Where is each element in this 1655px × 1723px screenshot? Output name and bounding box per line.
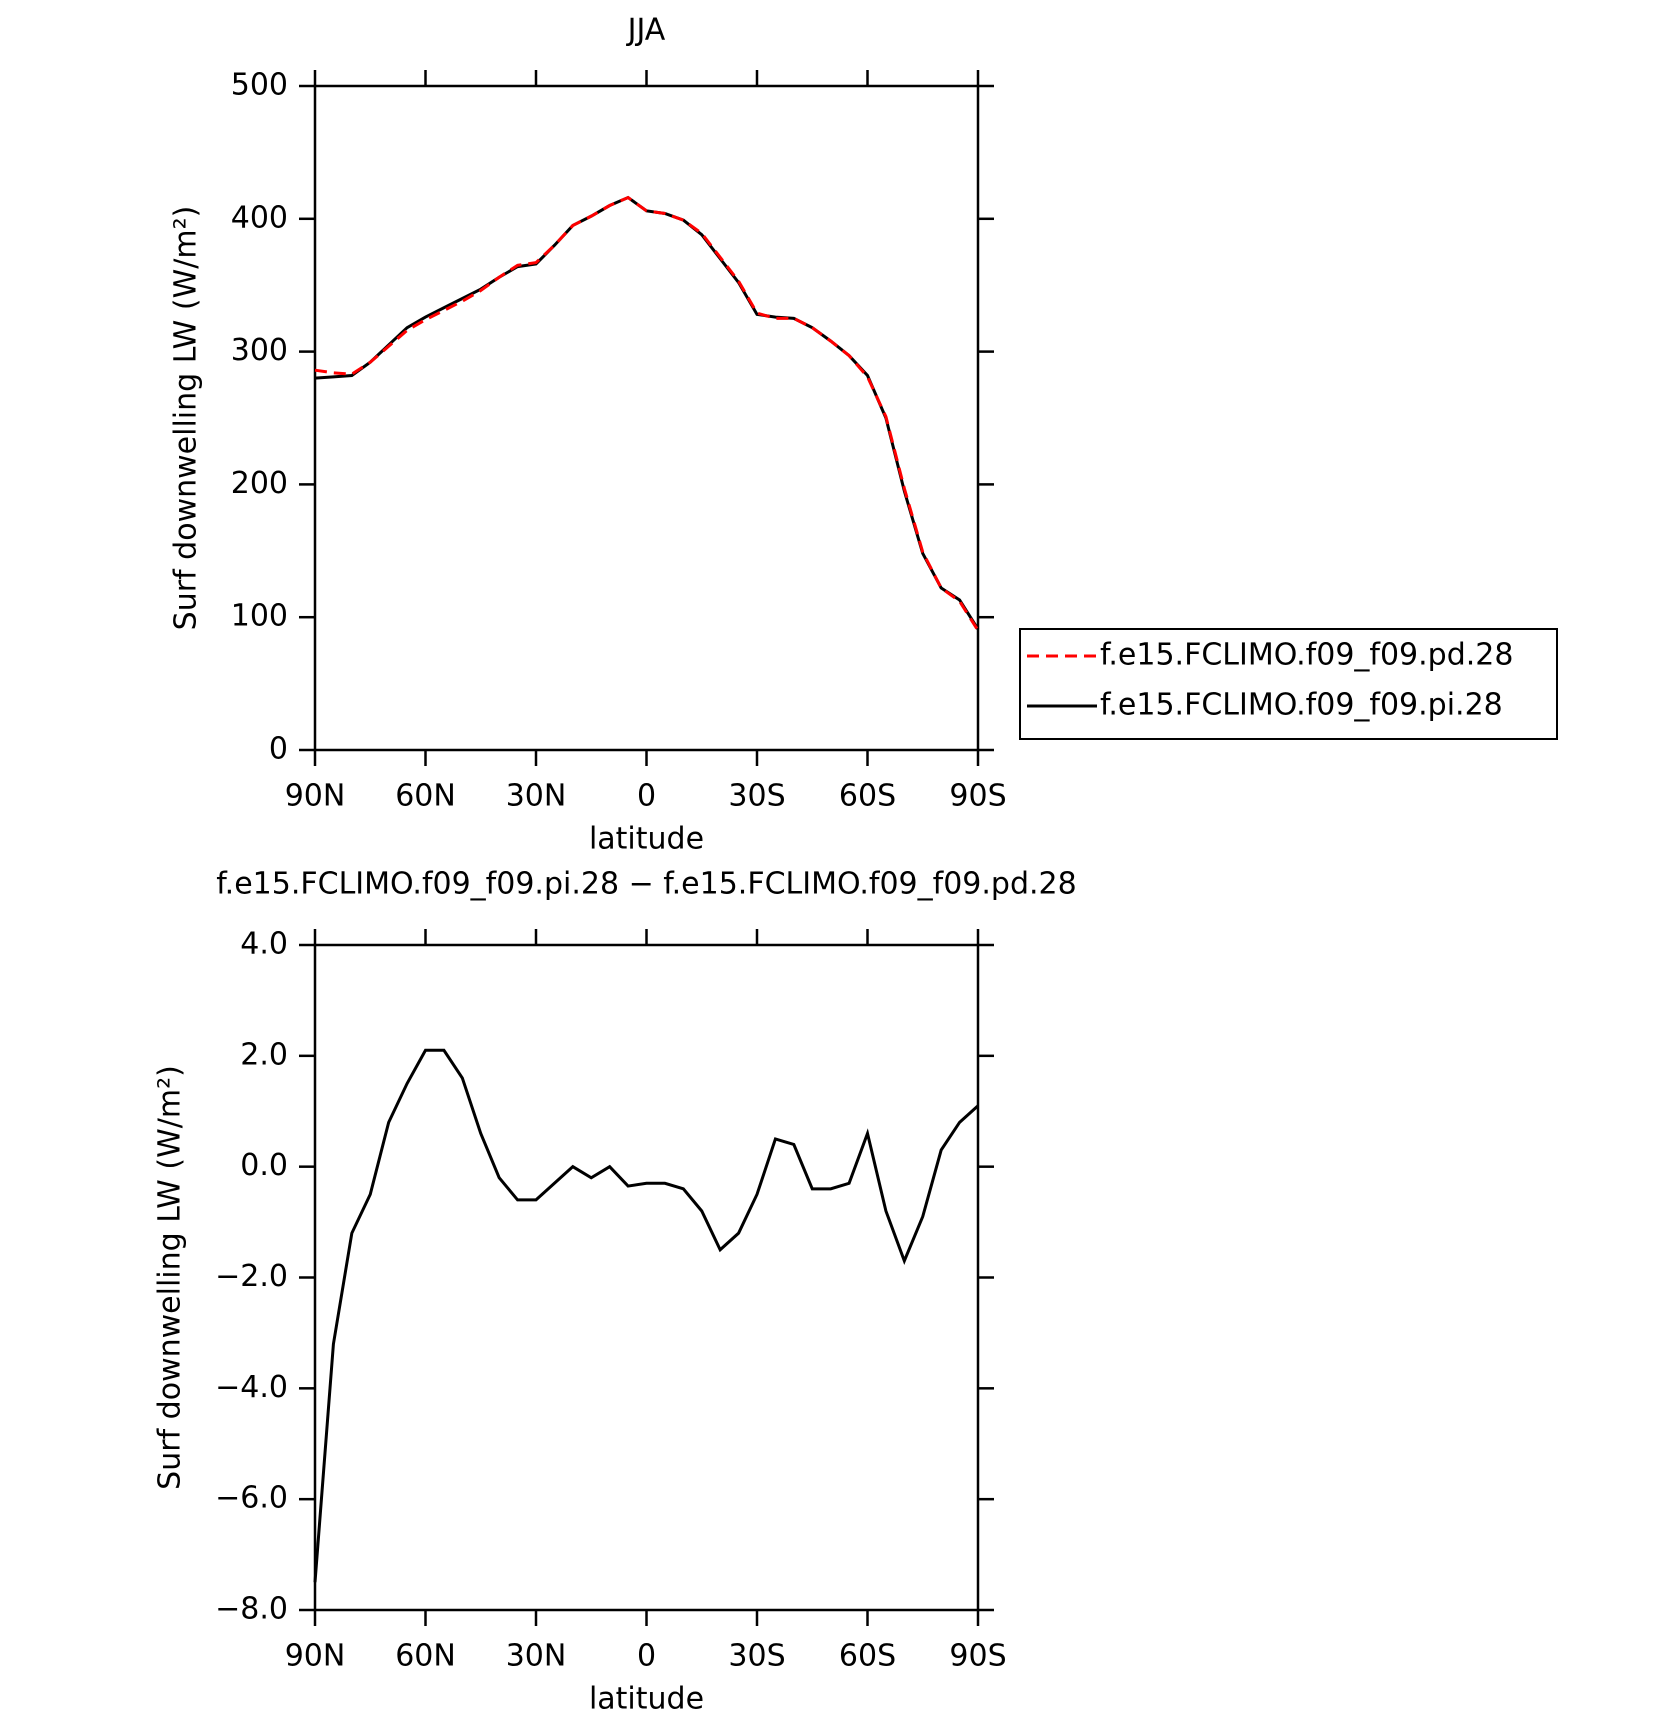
y-tick-label: 2.0 xyxy=(240,1037,288,1072)
chart-title: JJA xyxy=(626,13,666,48)
y-tick-label: 400 xyxy=(231,200,288,235)
legend-label: f.e15.FCLIMO.f09_f09.pd.28 xyxy=(1100,638,1513,673)
y-axis-title: Surf downwelling LW (W/m²) xyxy=(169,206,204,631)
data-line xyxy=(314,195,980,632)
data-line xyxy=(313,1048,980,1583)
y-tick-label: −6.0 xyxy=(215,1481,288,1516)
x-tick-label: 30N xyxy=(506,779,567,814)
y-tick-label: 100 xyxy=(231,599,288,634)
legend-box xyxy=(1019,628,1558,740)
chart-title: f.e15.FCLIMO.f09_f09.pi.28 − f.e15.FCLIM… xyxy=(216,867,1076,902)
x-tick-label: 60N xyxy=(395,1639,456,1674)
y-tick-label: −4.0 xyxy=(215,1370,288,1405)
y-tick-label: −2.0 xyxy=(215,1259,288,1294)
x-tick-label: 60S xyxy=(839,779,896,814)
x-tick-label: 90S xyxy=(949,779,1006,814)
x-tick-label: 60N xyxy=(395,779,456,814)
y-tick-label: 500 xyxy=(231,68,288,103)
x-tick-label: 30N xyxy=(506,1639,567,1674)
x-tick-label: 0 xyxy=(637,1639,656,1674)
x-tick-label: 90N xyxy=(285,1639,346,1674)
x-tick-label: 60S xyxy=(839,1639,896,1674)
x-tick-label: 90S xyxy=(949,1639,1006,1674)
x-axis-title: latitude xyxy=(589,1682,704,1717)
y-tick-label: 0.0 xyxy=(240,1148,288,1183)
x-tick-label: 0 xyxy=(637,779,656,814)
y-tick-label: 4.0 xyxy=(240,927,288,962)
y-tick-label: 300 xyxy=(231,333,288,368)
data-line xyxy=(314,195,980,630)
y-tick-label: 200 xyxy=(231,466,288,501)
x-tick-label: 30S xyxy=(728,1639,785,1674)
plot-frame xyxy=(313,943,980,1612)
x-axis-title: latitude xyxy=(589,822,704,857)
plot-frame xyxy=(313,84,980,752)
y-tick-label: 0 xyxy=(269,732,288,767)
x-tick-label: 90N xyxy=(285,779,346,814)
legend-label: f.e15.FCLIMO.f09_f09.pi.28 xyxy=(1100,688,1503,723)
y-axis-title: Surf downwelling LW (W/m²) xyxy=(153,1065,188,1490)
y-tick-label: −8.0 xyxy=(215,1592,288,1627)
x-tick-label: 30S xyxy=(728,779,785,814)
